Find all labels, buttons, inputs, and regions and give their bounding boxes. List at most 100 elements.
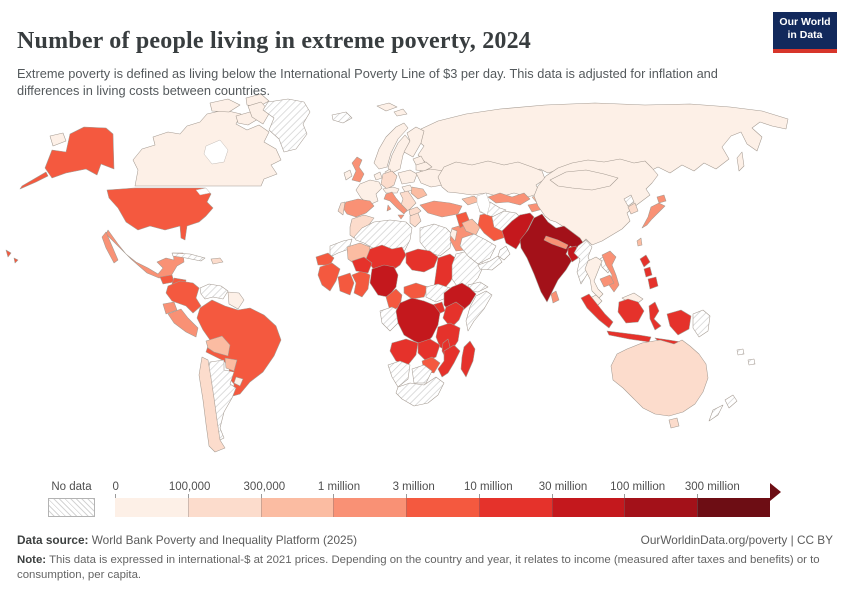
country-indonesia-sumatra[interactable] [580, 293, 614, 329]
country-iraq[interactable] [461, 218, 481, 236]
country-uzbekistan[interactable] [487, 192, 531, 206]
country-kazakhstan[interactable] [437, 160, 546, 198]
country-madagascar[interactable] [460, 340, 476, 378]
legend-segment-3[interactable] [260, 498, 334, 517]
legend-segment-2[interactable] [187, 498, 261, 517]
country-namibia[interactable] [387, 360, 411, 388]
region-guinea-coast[interactable] [317, 262, 341, 292]
country-north-korea[interactable] [623, 194, 635, 207]
country-new-zealand[interactable] [708, 394, 738, 422]
country-japan[interactable] [641, 194, 667, 229]
country-turkey[interactable] [419, 200, 463, 218]
country-ireland[interactable] [343, 169, 353, 181]
country-france[interactable] [355, 179, 383, 206]
legend-segment-4[interactable] [333, 498, 407, 517]
region-benelux[interactable] [373, 171, 383, 181]
country-cuba[interactable] [171, 252, 206, 262]
country-cambodia[interactable] [599, 274, 615, 288]
country-peru[interactable] [167, 308, 199, 338]
country-sri-lanka[interactable] [550, 290, 560, 304]
islands-svalbard[interactable] [376, 102, 408, 117]
island-wrangel[interactable] [49, 132, 67, 147]
country-poland[interactable] [397, 169, 418, 185]
country-mongolia[interactable] [549, 169, 619, 191]
country-indonesia-java[interactable] [606, 330, 652, 343]
country-kenya[interactable] [442, 301, 465, 329]
island-tasmania[interactable] [668, 417, 680, 429]
owid-logo[interactable]: Our World in Data [773, 12, 837, 53]
region-ghana-togo-benin[interactable] [351, 270, 371, 298]
country-usa[interactable] [106, 187, 214, 241]
country-burkina-faso[interactable] [351, 256, 373, 274]
country-venezuela[interactable] [199, 283, 229, 300]
country-niger[interactable] [405, 248, 439, 273]
country-mozambique[interactable] [437, 344, 461, 378]
country-indonesia-kalimantan[interactable] [617, 298, 645, 324]
country-indonesia-sulawesi[interactable] [648, 301, 662, 331]
country-united-kingdom[interactable] [351, 156, 365, 183]
country-spain[interactable] [342, 198, 375, 218]
country-philippines[interactable] [639, 254, 659, 290]
region-israel-jordan[interactable] [449, 228, 458, 242]
islands-pacific[interactable] [736, 348, 756, 366]
legend-segment-5[interactable] [406, 498, 479, 517]
country-tunisia[interactable] [409, 212, 422, 228]
country-chile[interactable] [198, 356, 226, 453]
legend-segment-8[interactable] [624, 498, 698, 517]
legend-segment-7[interactable] [551, 498, 625, 517]
country-libya[interactable] [419, 223, 453, 257]
country-portugal[interactable] [337, 201, 346, 216]
country-central-african-republic[interactable] [403, 282, 429, 300]
legend-no-data[interactable]: No data [48, 481, 95, 517]
country-pakistan[interactable] [501, 212, 535, 250]
country-somalia[interactable] [465, 290, 493, 332]
country-oman[interactable] [497, 245, 511, 261]
country-canada-arctic-2[interactable] [245, 93, 270, 108]
country-colombia[interactable] [165, 280, 202, 314]
country-usa-alaska[interactable] [44, 126, 115, 179]
country-yemen[interactable] [477, 255, 503, 271]
country-finland[interactable] [403, 126, 425, 158]
island-sakhalin[interactable] [736, 151, 745, 172]
country-taiwan[interactable] [636, 237, 643, 247]
country-indonesia-papua[interactable] [666, 309, 692, 336]
country-ivory-coast[interactable] [337, 272, 355, 296]
country-usa-aleutians[interactable] [19, 171, 49, 190]
country-mexico-baja[interactable] [101, 231, 119, 264]
country-germany[interactable] [380, 170, 398, 190]
country-papua-new-guinea[interactable] [692, 309, 711, 338]
country-thailand[interactable] [584, 256, 604, 299]
country-greenland[interactable] [262, 98, 311, 153]
region-alps[interactable] [382, 186, 400, 194]
region-nepal-bhutan[interactable] [543, 235, 569, 250]
country-uruguay[interactable] [233, 376, 244, 387]
country-canada-arctic-1[interactable] [209, 98, 241, 113]
country-bolivia[interactable] [205, 335, 231, 357]
country-romania[interactable] [410, 186, 428, 200]
legend-color-bar[interactable] [115, 494, 771, 517]
legend-segment-6[interactable] [478, 498, 552, 517]
country-zambia[interactable] [417, 338, 441, 362]
islands-hawaii[interactable] [5, 249, 19, 264]
country-nigeria[interactable] [369, 264, 399, 298]
country-saudi-arabia[interactable] [459, 233, 497, 265]
country-norway[interactable] [373, 122, 409, 170]
country-italy[interactable] [383, 191, 408, 220]
country-ecuador[interactable] [162, 301, 178, 315]
country-belarus[interactable] [415, 161, 433, 172]
region-guyanas[interactable] [227, 291, 245, 310]
country-botswana[interactable] [411, 364, 433, 384]
legend-no-data-swatch[interactable] [48, 498, 95, 517]
owid-link[interactable]: OurWorldinData.org/poverty | CC BY [640, 533, 833, 547]
country-drc[interactable] [395, 297, 441, 346]
country-paraguay[interactable] [224, 357, 238, 372]
country-vietnam[interactable] [601, 250, 620, 293]
legend-segment-1[interactable] [115, 498, 188, 517]
country-iceland[interactable] [331, 111, 353, 124]
country-south-korea[interactable] [627, 202, 639, 215]
island-hispaniola[interactable] [210, 257, 224, 265]
country-australia[interactable] [610, 339, 709, 417]
country-india[interactable] [519, 213, 585, 303]
country-senegal[interactable] [315, 252, 335, 266]
country-chad[interactable] [433, 253, 459, 292]
